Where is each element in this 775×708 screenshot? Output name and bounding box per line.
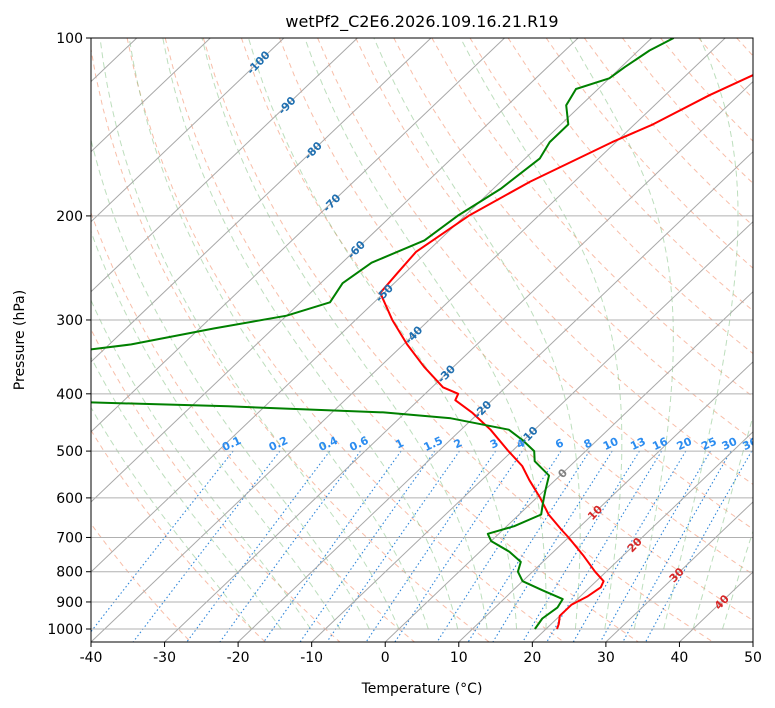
y-tick-label: 500: [56, 444, 83, 460]
dry-adiabat-line: [91, 46, 490, 642]
x-tick-label: -10: [300, 650, 323, 666]
isotherm-line: [91, 38, 652, 573]
moist-adiabat-line: [162, 38, 459, 630]
mixing-ratio-label: 13: [628, 435, 647, 453]
y-tick-label: 600: [56, 491, 83, 507]
isotherm-line: [311, 220, 753, 642]
plot-area: -100-90-80-70-60-50-40-30-20-10010203040…: [91, 38, 760, 642]
isotherm-line: [531, 431, 753, 642]
x-tick-label: 30: [597, 650, 615, 666]
x-axis-label: Temperature (°C): [361, 681, 483, 697]
mixing-ratio-line: [186, 450, 331, 642]
moist-adiabat-line: [91, 356, 282, 630]
x-tick-label: -20: [227, 650, 250, 666]
isotherm-line: [91, 38, 285, 223]
mixing-ratio-label: 10: [601, 435, 621, 453]
isotherm-line: [164, 80, 753, 642]
profile-series: [91, 38, 753, 630]
y-tick-label: 300: [56, 313, 83, 329]
isotherm-line: [91, 38, 432, 363]
moist-adiabat-line: [663, 38, 739, 630]
mixing-ratio-label: 30: [720, 435, 740, 453]
moist-adiabat-line: [201, 38, 488, 630]
x-tick-label: -30: [153, 650, 176, 666]
x-axis: -40 -30 -20 -10 0 10 20 30 40 50: [80, 642, 762, 666]
moist-adiabat-lines: [91, 38, 753, 630]
moist-adiabat-line: [128, 38, 429, 630]
moist-adiabat-line: [91, 298, 312, 630]
mixing-ratio-line: [365, 450, 497, 642]
moist-adiabat-line: [99, 38, 400, 630]
mixing-ratio-line: [91, 450, 234, 633]
dewpoint-line: [91, 38, 675, 630]
isotherm-line: [91, 38, 358, 293]
isotherm-line: [91, 38, 505, 433]
isotherm-line: [458, 361, 753, 642]
y-tick-label: 100: [56, 31, 83, 47]
y-tick-label: 200: [56, 209, 83, 225]
mixing-ratio-line: [219, 450, 361, 642]
x-tick-label: 50: [744, 650, 762, 666]
mixing-ratio-label: 16: [650, 435, 670, 453]
x-tick-label: -40: [80, 650, 103, 666]
dry-adiabat-line: [91, 328, 341, 642]
y-axis: 100 200 300 400 500 600 700 800 900 1000: [47, 31, 91, 638]
x-tick-label: 0: [381, 650, 390, 666]
y-axis-label: Pressure (hPa): [12, 290, 28, 390]
y-tick-label: 400: [56, 387, 83, 403]
moist-adiabat-line: [722, 529, 753, 630]
dry-adiabat-line: [393, 38, 753, 441]
isobar-lines: [91, 38, 753, 630]
moist-adiabat-line: [304, 38, 547, 629]
x-tick-label: 10: [450, 650, 468, 666]
moist-adiabat-line: [91, 137, 370, 630]
plot-frame: [90, 37, 754, 643]
moist-adiabat-line: [248, 38, 518, 630]
y-tick-label: 900: [56, 595, 83, 611]
dry-adiabat-line: [279, 38, 753, 575]
isotherm-line: [237, 150, 753, 642]
mixing-ratio-label: 36: [740, 435, 760, 453]
dry-adiabat-line: [431, 38, 753, 398]
isotherm-line: [91, 38, 211, 153]
isotherm-line: [605, 501, 753, 642]
x-tick-label: 40: [671, 650, 689, 666]
y-tick-label: 1000: [47, 622, 83, 638]
mixing-ratio-line: [599, 450, 711, 642]
mixing-ratio-line: [546, 450, 663, 642]
mixing-ratio-line: [622, 450, 732, 642]
mixing-ratio-line: [299, 450, 436, 642]
mixing-ratio-label: 20: [675, 435, 695, 453]
moist-adiabat-line: [91, 406, 253, 630]
mixing-ratio-lines: [91, 450, 753, 642]
isotherm-line: [91, 38, 579, 503]
mixing-ratio-label: 25: [699, 435, 718, 453]
dry-adiabat-line: [126, 38, 565, 642]
mixing-ratio-line: [522, 450, 640, 642]
plot-background: [91, 38, 753, 642]
y-tick-label: 800: [56, 565, 83, 581]
y-tick-label: 700: [56, 530, 83, 546]
x-tick-label: 20: [523, 650, 541, 666]
dry-adiabat-line: [469, 38, 753, 355]
temperature-line: [379, 74, 753, 630]
mixing-ratio-line: [326, 450, 460, 642]
moist-adiabat-line: [460, 38, 623, 630]
moist-adiabat-line: [569, 38, 674, 630]
moist-adiabat-line: [692, 414, 753, 630]
dry-adiabat-line: [91, 522, 191, 642]
dry-adiabat-line: [91, 211, 415, 642]
chart-title: wetPf2_C2E6.2026.109.16.21.R19: [285, 12, 558, 32]
moist-adiabat-line: [373, 38, 581, 630]
